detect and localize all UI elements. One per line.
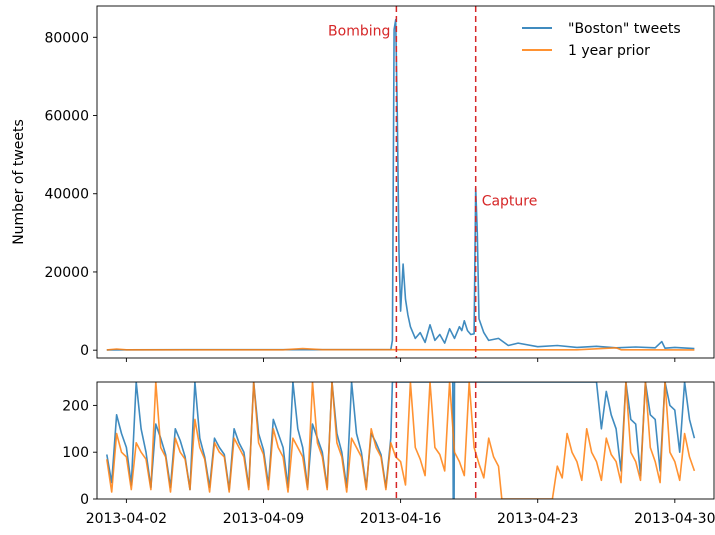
series-line-0 [106,382,696,499]
y-tick-label: 60000 [44,109,89,125]
plot-area [106,18,695,351]
plot-area [106,382,696,499]
bottom-panel: 0 100 200 2013-04-02 2013-04-09 2013-04-16 201… [62,381,715,527]
y-tick-label: 0 [80,343,89,359]
y-tick-label: 40000 [44,187,89,203]
top-panel: 0 20000 40000 60000 80000 Number of tweets Bom… [11,5,715,362]
y-tick-label: 80000 [44,30,89,46]
legend-label-1: 1 year prior [568,43,650,59]
y-tick-label: 0 [80,492,89,508]
series-line-1 [106,382,696,499]
y-tick-label: 100 [62,445,89,461]
series-line-0 [106,18,695,351]
x-tick-label: 2013-04-09 [223,511,304,527]
axes-frame [96,5,715,359]
legend-label-0: "Boston" tweets [568,21,681,37]
y-axis-label: Number of tweets [11,119,27,245]
series-line-1 [106,347,695,351]
y-tick-label: 200 [62,398,89,414]
x-tick-label: 2013-04-02 [86,511,167,527]
y-tick-label: 20000 [44,265,89,281]
x-tick-label: 2013-04-23 [497,511,578,527]
annotation-bombing: Bombing [328,23,390,39]
x-tick-label: 2013-04-30 [634,511,715,527]
axes-frame [96,381,715,500]
annotation-capture: Capture [482,193,538,209]
x-tick-label: 2013-04-16 [360,511,441,527]
